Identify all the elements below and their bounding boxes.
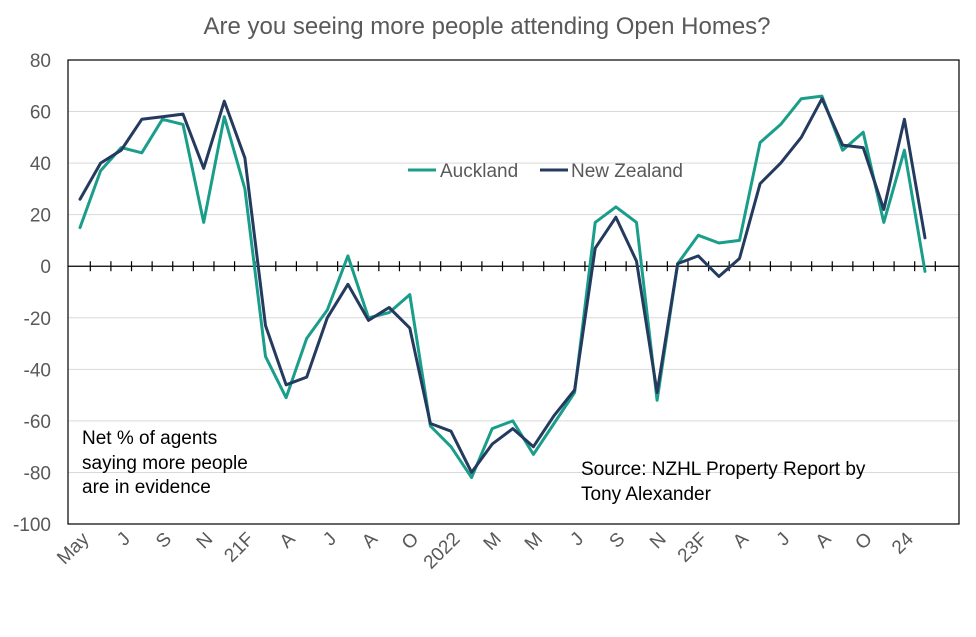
y-tick-label: -60 (24, 412, 51, 433)
legend-label-new-zealand: New Zealand (571, 161, 683, 182)
y-axis-tick-labels: 80 60 40 20 0 -20 -40 -60 -80 -100 (13, 51, 51, 536)
x-axis-zero-line (68, 261, 959, 272)
chart-title: Are you seeing more people attending Ope… (203, 13, 770, 40)
y-tick-label: 40 (30, 154, 51, 175)
y-tick-label: -40 (24, 360, 51, 381)
annotation-line: saying more people (82, 453, 248, 474)
series-line-auckland (78, 94, 927, 480)
plot-area-border (67, 59, 960, 525)
series-lines (78, 94, 927, 480)
legend: Auckland New Zealand (408, 161, 683, 182)
y-tick-label: 0 (40, 257, 51, 278)
annotation-line: are in evidence (82, 477, 211, 498)
y-tick-label: 20 (30, 206, 51, 227)
y-tick-label: -80 (24, 463, 51, 484)
annotation-line: Tony Alexander (581, 484, 712, 505)
y-tick-label: -20 (24, 309, 51, 330)
annotation-line: Net % of agents (82, 428, 217, 449)
y-tick-label: -100 (13, 515, 51, 536)
series-line-new-zealand (78, 97, 927, 474)
annotation-source: Source: NZHL Property Report by Tony Ale… (581, 459, 866, 505)
legend-label-auckland: Auckland (440, 161, 518, 182)
annotation-net-percent: Net % of agents saying more people are i… (82, 428, 248, 498)
y-tick-label: 80 (30, 51, 51, 72)
y-tick-label: 60 (30, 103, 51, 124)
annotation-line: Source: NZHL Property Report by (581, 459, 866, 480)
